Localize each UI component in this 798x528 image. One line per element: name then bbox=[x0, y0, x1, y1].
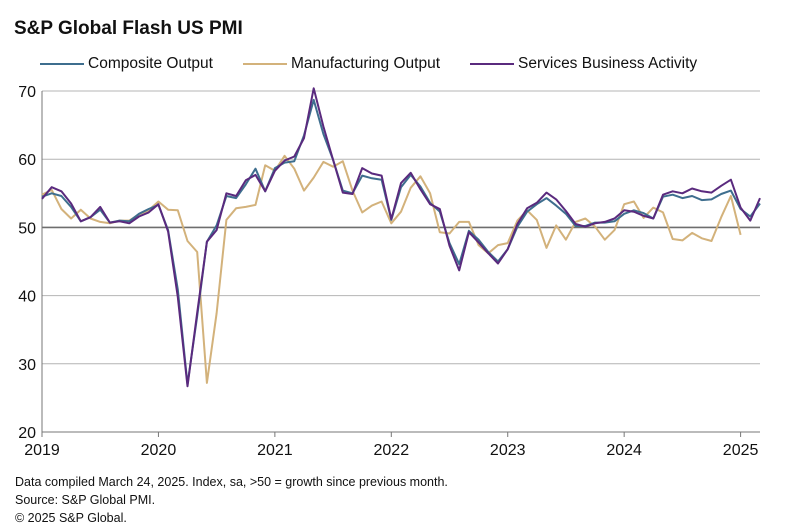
chart-title: S&P Global Flash US PMI bbox=[14, 18, 243, 39]
legend-item-composite: Composite Output bbox=[40, 55, 213, 73]
series-line-composite bbox=[41, 98, 761, 386]
x-tick-label-2025: 2025 bbox=[723, 442, 759, 459]
x-tick-label-2023: 2023 bbox=[490, 442, 526, 459]
series-line-manufacturing bbox=[41, 154, 742, 384]
x-tick-label-2021: 2021 bbox=[257, 442, 293, 459]
x-tick-label-2020: 2020 bbox=[141, 442, 177, 459]
x-tick-label-2024: 2024 bbox=[606, 442, 642, 459]
legend-swatch-manufacturing bbox=[242, 63, 287, 65]
legend-item-manufacturing: Manufacturing Output bbox=[242, 55, 440, 73]
legend-swatch-services bbox=[470, 63, 514, 65]
y-tick-label-70: 70 bbox=[18, 84, 36, 101]
series-line-services bbox=[41, 87, 761, 388]
x-tick-label-2019: 2019 bbox=[24, 442, 60, 459]
legend-label-composite: Composite Output bbox=[88, 55, 213, 72]
x-tick-label-2022: 2022 bbox=[374, 442, 410, 459]
legend-item-services: Services Business Activity bbox=[470, 55, 697, 73]
y-tick-label-60: 60 bbox=[18, 152, 36, 169]
y-tick-label-30: 30 bbox=[18, 357, 36, 374]
legend-swatch-composite bbox=[40, 63, 84, 65]
footer-note: Data compiled March 24, 2025. Index, sa,… bbox=[15, 475, 448, 489]
footer-copyright: © 2025 S&P Global. bbox=[15, 511, 127, 525]
y-tick-label-40: 40 bbox=[18, 289, 36, 306]
legend-label-services: Services Business Activity bbox=[518, 55, 698, 72]
y-tick-label-20: 20 bbox=[18, 425, 36, 442]
chart-legend: Composite Output Manufacturing Output Se… bbox=[40, 55, 727, 73]
footer-source: Source: S&P Global PMI. bbox=[15, 493, 156, 507]
y-tick-label-50: 50 bbox=[18, 220, 36, 237]
legend-label-manufacturing: Manufacturing Output bbox=[290, 55, 440, 72]
pmi-line-chart: 20 30 40 50 60 70 2019 2020 2021 2022 2023 2024 2025 bbox=[18, 84, 761, 459]
